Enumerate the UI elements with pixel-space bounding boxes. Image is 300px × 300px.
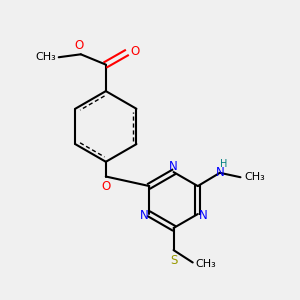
Text: CH₃: CH₃ (35, 52, 56, 62)
Text: O: O (101, 180, 110, 193)
Text: O: O (75, 39, 84, 52)
Text: S: S (170, 254, 177, 267)
Text: N: N (215, 166, 224, 179)
Text: CH₃: CH₃ (244, 172, 265, 182)
Text: CH₃: CH₃ (196, 259, 216, 269)
Text: N: N (140, 209, 148, 222)
Text: N: N (199, 209, 208, 222)
Text: H: H (220, 159, 228, 169)
Text: N: N (169, 160, 178, 173)
Text: O: O (130, 45, 139, 58)
